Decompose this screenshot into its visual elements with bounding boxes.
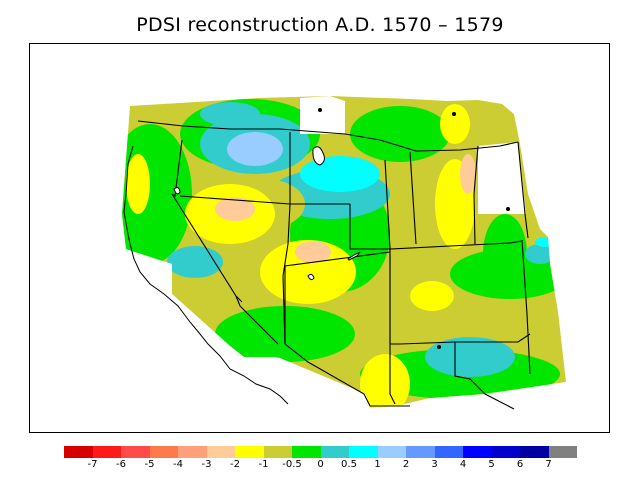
legend-label: 0.5 xyxy=(341,459,357,470)
lake-dot-3 xyxy=(437,345,441,349)
legend-swatch xyxy=(206,446,235,458)
field-yellow-az xyxy=(360,354,410,408)
field-lightblue-id xyxy=(227,132,283,166)
legend-swatch xyxy=(235,446,264,458)
legend-label: 4 xyxy=(459,459,467,470)
border-nm-tx-east xyxy=(521,239,531,375)
ocean-mask-sw xyxy=(120,249,280,394)
lake-tahoe xyxy=(173,187,181,195)
field-yellow-ut xyxy=(260,240,356,304)
legend-swatch xyxy=(320,446,349,458)
field-teal-east xyxy=(525,244,555,264)
lake-yellowstone xyxy=(312,146,325,166)
legend-swatch xyxy=(178,446,207,458)
legend-swatch xyxy=(463,446,492,458)
lake-dot-2 xyxy=(506,207,510,211)
legend-label: 7 xyxy=(545,459,552,470)
pdsi-map xyxy=(120,96,566,410)
legend-swatch xyxy=(292,446,321,458)
field-teal-north xyxy=(200,102,260,126)
lake-dot-4 xyxy=(318,108,322,112)
border-nv-ut xyxy=(282,203,291,345)
coastline xyxy=(123,145,289,405)
legend-swatch xyxy=(92,446,121,458)
field-green-mt xyxy=(350,106,450,162)
lake-dot-1 xyxy=(452,112,456,116)
legend-swatch xyxy=(377,446,406,458)
pdsi-field xyxy=(122,96,566,408)
border-wy-co xyxy=(384,159,523,250)
legend-label: 1 xyxy=(374,459,381,470)
legend-label: 3 xyxy=(431,459,438,470)
field-yellow-coast xyxy=(126,154,150,214)
border-ca-nv xyxy=(171,139,243,303)
legend-swatch xyxy=(434,446,463,458)
border-dakotas xyxy=(517,141,529,239)
legend-label: 0 xyxy=(317,459,324,470)
legend-label: 6 xyxy=(516,459,524,470)
legend-label: -4 xyxy=(173,459,183,470)
legend-swatch xyxy=(491,446,520,458)
legend-label: -0.5 xyxy=(282,459,302,470)
border-ca-az xyxy=(235,295,279,345)
field-peach-wy xyxy=(460,154,476,194)
legend-label: -6 xyxy=(116,459,126,470)
legend-label: 2 xyxy=(402,459,410,470)
field-teal-nm xyxy=(425,337,515,377)
legend-label: -1 xyxy=(258,459,269,470)
legend-swatch xyxy=(548,446,577,458)
field-peach-nv xyxy=(215,197,255,221)
legend-swatch xyxy=(149,446,178,458)
legend-label: -3 xyxy=(201,459,212,470)
lake-mead xyxy=(307,273,315,281)
field-cyan-east xyxy=(535,237,555,247)
border-wy-west xyxy=(409,151,417,245)
field-cyan-wy xyxy=(300,156,380,192)
mask-dakotas xyxy=(478,142,526,214)
border-wy-ne xyxy=(473,145,479,245)
legend-labels: -7 -6 -5 -4 -3 -2 -1 -0.5 0 0.5 1 2 3 4 5 6 7 xyxy=(64,459,577,473)
legend-label: -2 xyxy=(230,459,240,470)
legend-swatch xyxy=(406,446,435,458)
legend-label: -5 xyxy=(144,459,155,470)
legend-swatch xyxy=(263,446,292,458)
field-green-west xyxy=(122,124,192,264)
border-canada xyxy=(137,120,519,152)
field-yellow-mt xyxy=(440,104,470,144)
legend-label: 5 xyxy=(488,459,495,470)
legend-swatch xyxy=(349,446,378,458)
lake-great-salt xyxy=(347,251,361,261)
legend-swatch xyxy=(520,446,549,458)
field-peach-ut xyxy=(295,241,331,263)
mask-mt-gap xyxy=(300,96,345,134)
border-tx-mex xyxy=(454,342,515,410)
legend-swatch xyxy=(64,446,93,458)
legend-label: -7 xyxy=(87,459,98,470)
map-title: PDSI reconstruction A.D. 1570 – 1579 xyxy=(136,14,504,36)
map-frame xyxy=(29,43,610,433)
boundaries xyxy=(137,120,531,410)
field-green-east xyxy=(483,214,527,294)
border-mex xyxy=(284,343,410,407)
field-yellow-co xyxy=(410,281,454,311)
legend-swatch xyxy=(121,446,150,458)
border-az-nm xyxy=(389,254,396,405)
legend-colorbar xyxy=(64,446,577,458)
